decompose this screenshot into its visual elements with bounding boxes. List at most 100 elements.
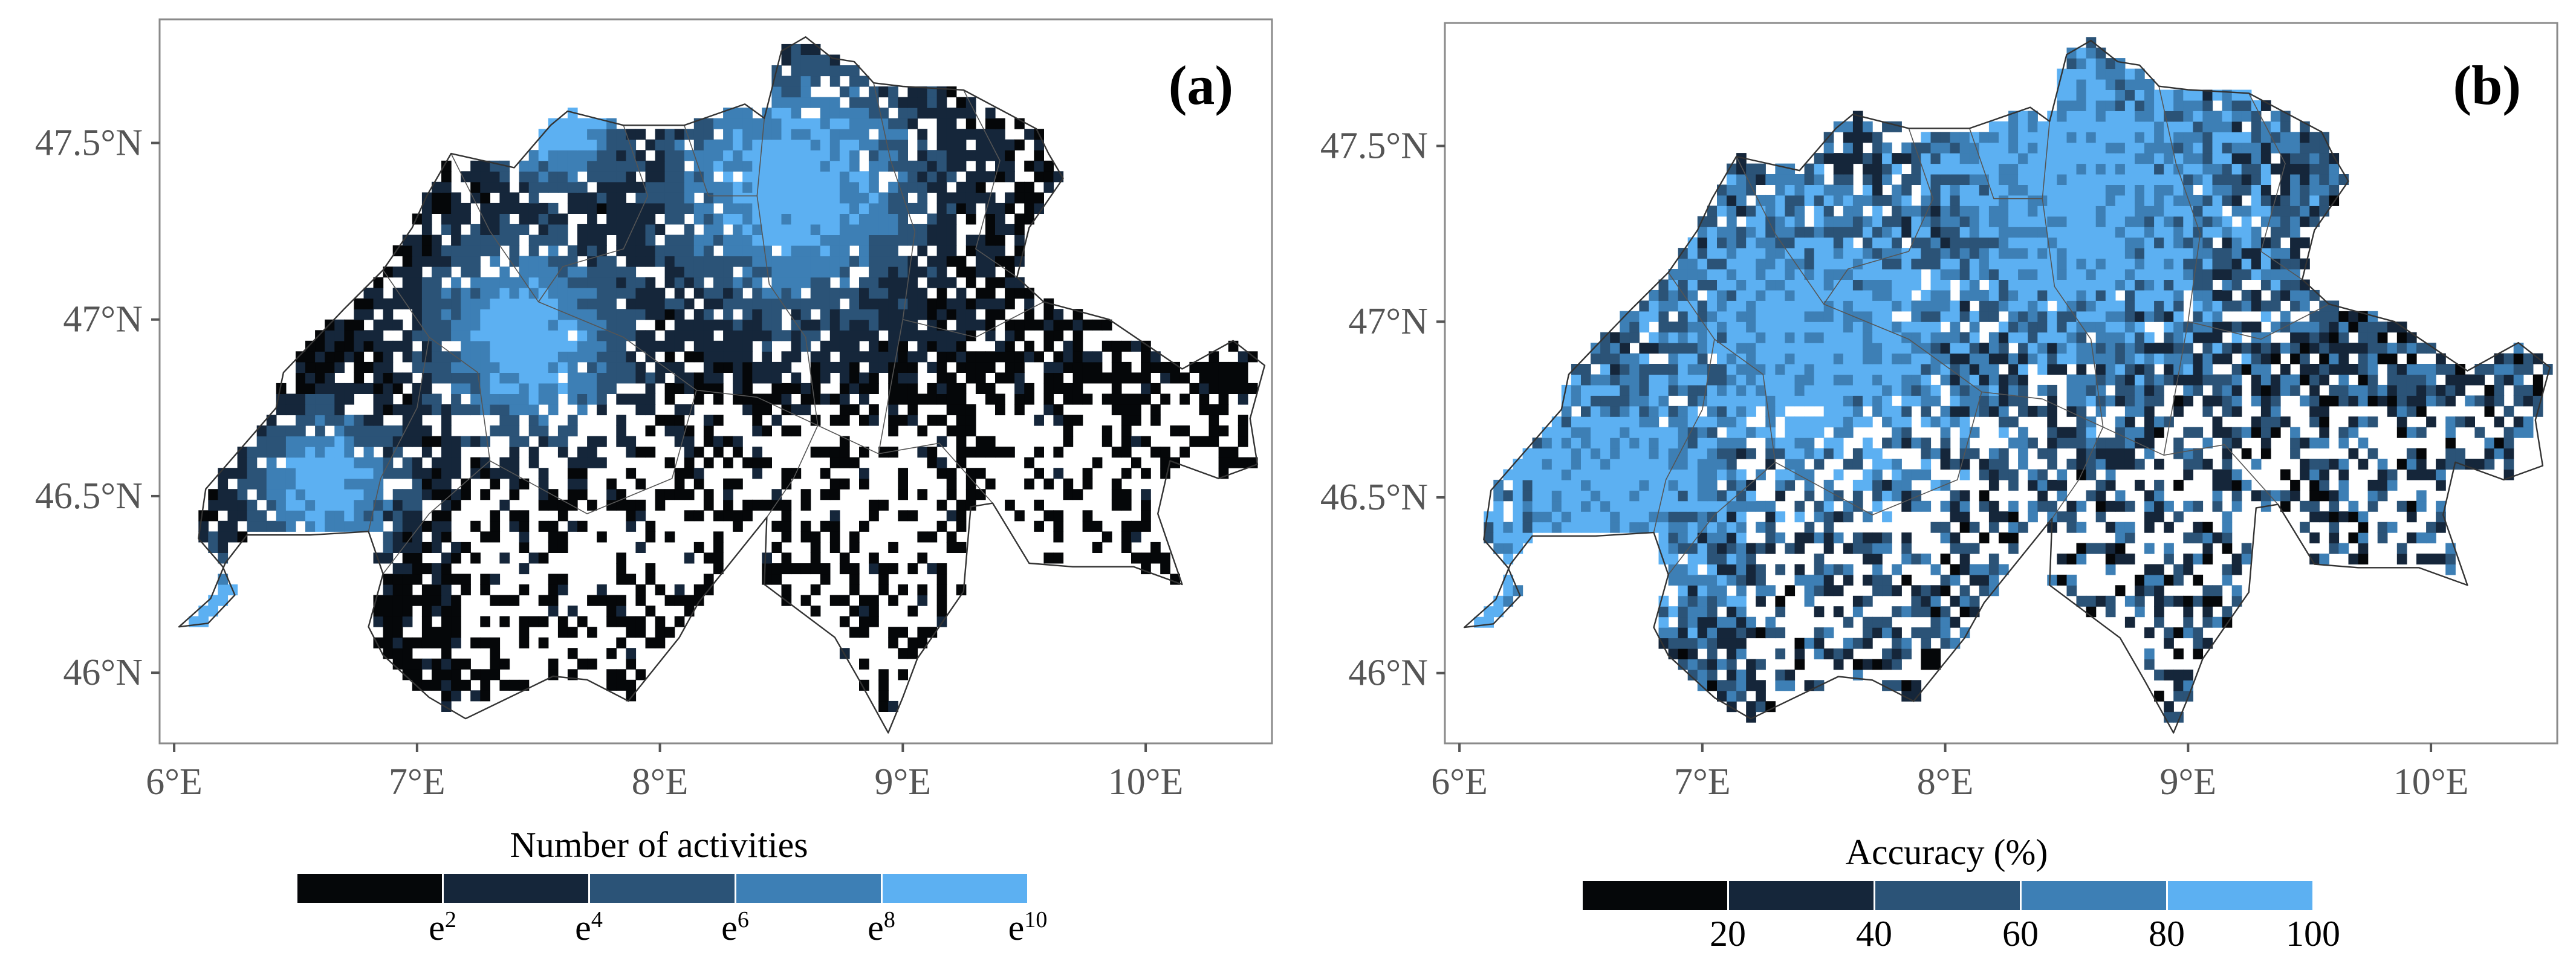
grid-cell [771, 309, 782, 320]
grid-cell [451, 224, 461, 235]
grid-cell [1765, 322, 1776, 333]
grid-cell [2115, 374, 2126, 386]
grid-cell [1940, 364, 1951, 375]
grid-cell [2270, 490, 2281, 502]
grid-cell [1892, 353, 1902, 364]
grid-cell [1988, 269, 1999, 280]
grid-cell [2329, 500, 2340, 512]
grid-cell [703, 574, 714, 585]
grid-cell [1101, 531, 1112, 543]
grid-cell [2037, 311, 2048, 322]
grid-cell [2319, 490, 2329, 502]
grid-cell [567, 489, 578, 500]
grid-cell [800, 139, 811, 150]
grid-cell [1959, 269, 1970, 280]
grid-cell [597, 361, 607, 373]
grid-cell [771, 202, 782, 214]
grid-cell [2329, 332, 2340, 343]
grid-cell [441, 447, 452, 458]
grid-cell [1024, 340, 1034, 352]
grid-cell [664, 298, 675, 309]
grid-cell [587, 277, 597, 288]
grid-cell [2406, 532, 2417, 544]
grid-cell [2144, 574, 2155, 586]
grid-cell [1785, 469, 1796, 480]
grid-cell [956, 457, 967, 468]
grid-cell [2124, 395, 2135, 407]
grid-cell [1542, 500, 1552, 512]
grid-cell [1775, 384, 1786, 396]
grid-cell [1930, 332, 1941, 343]
grid-cell [1005, 202, 1015, 214]
grid-cell [567, 499, 578, 511]
grid-cell [936, 415, 947, 426]
grid-cell [859, 192, 869, 204]
grid-cell [869, 340, 879, 352]
grid-cell [499, 658, 510, 670]
grid-cell [1707, 406, 1718, 417]
grid-cell [557, 541, 568, 553]
grid-cell [2396, 343, 2407, 354]
grid-cell [742, 267, 753, 278]
grid-cell [1785, 438, 1796, 449]
grid-cell [1014, 234, 1025, 246]
grid-cell [907, 298, 918, 309]
grid-cell [752, 457, 762, 468]
grid-cell [2503, 438, 2514, 449]
grid-cell [800, 309, 811, 320]
grid-cell [616, 277, 626, 288]
grid-cell [1833, 322, 1844, 333]
grid-cell [509, 298, 520, 309]
grid-cell [888, 181, 898, 193]
grid-cell [1513, 511, 1523, 523]
grid-cell [985, 150, 996, 161]
grid-cell [2047, 479, 2057, 491]
grid-cell [1852, 490, 1863, 502]
grid-cell [626, 679, 637, 691]
grid-cell [693, 584, 704, 596]
grid-cell [1950, 638, 1961, 649]
legend-swatch [883, 874, 1027, 903]
grid-cell [752, 425, 762, 437]
grid-cell [1092, 361, 1103, 373]
grid-cell [1921, 459, 1932, 470]
grid-cell [616, 616, 626, 627]
legend-tick-exponent: 2 [445, 907, 456, 933]
grid-cell [888, 627, 898, 638]
grid-cell [2173, 343, 2184, 354]
grid-cell [1833, 311, 1844, 322]
grid-cell [859, 171, 869, 183]
grid-cell [684, 267, 695, 278]
grid-cell [1707, 459, 1718, 470]
grid-cell [392, 520, 403, 532]
grid-cell [1988, 353, 1999, 364]
grid-cell [907, 118, 918, 129]
grid-cell [645, 404, 656, 416]
grid-cell [820, 224, 831, 235]
grid-cell [2260, 438, 2271, 449]
grid-cell [1746, 711, 1756, 723]
grid-cell [1736, 595, 1747, 607]
grid-cell [1238, 361, 1248, 373]
grid-cell [1892, 374, 1902, 386]
grid-cell [2086, 300, 2097, 312]
grid-cell [1238, 372, 1248, 384]
grid-cell [655, 489, 666, 500]
grid-cell [762, 171, 772, 183]
grid-cell [1765, 543, 1776, 554]
grid-cell [432, 181, 442, 193]
grid-cell [2154, 479, 2164, 491]
grid-cell [946, 298, 957, 309]
grid-cell [1561, 448, 1572, 459]
grid-cell [1814, 648, 1825, 659]
grid-cell [869, 118, 879, 129]
grid-cell [1005, 351, 1015, 363]
grid-cell [2212, 269, 2223, 280]
grid-cell [1600, 416, 1611, 428]
grid-cell [519, 224, 530, 235]
grid-cell [2086, 427, 2097, 438]
grid-cell [1833, 490, 1844, 502]
grid-cell [2076, 311, 2087, 322]
grid-cell [1794, 500, 1805, 512]
grid-cell [1999, 343, 2009, 354]
